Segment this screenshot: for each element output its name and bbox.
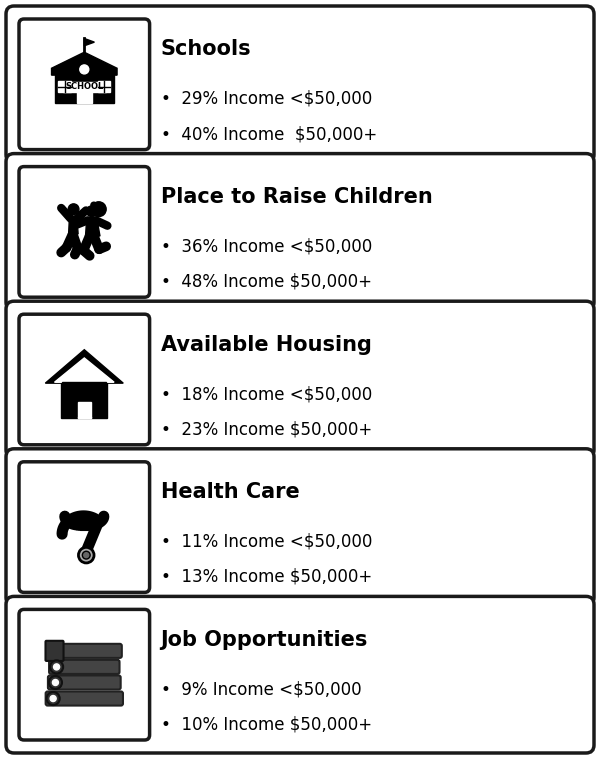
Polygon shape	[58, 81, 71, 93]
FancyBboxPatch shape	[63, 81, 106, 92]
Polygon shape	[61, 383, 107, 418]
Text: Health Care: Health Care	[161, 482, 299, 502]
FancyBboxPatch shape	[6, 301, 594, 458]
Circle shape	[47, 692, 59, 705]
Circle shape	[50, 695, 56, 701]
Polygon shape	[78, 64, 91, 75]
Polygon shape	[55, 75, 114, 102]
Polygon shape	[55, 358, 114, 383]
FancyBboxPatch shape	[19, 609, 149, 740]
Circle shape	[53, 664, 59, 670]
Polygon shape	[52, 52, 117, 75]
Text: Place to Raise Children: Place to Raise Children	[161, 187, 433, 207]
Circle shape	[50, 660, 63, 673]
Polygon shape	[78, 402, 91, 418]
Circle shape	[68, 204, 79, 215]
Text: •  9% Income <$50,000: • 9% Income <$50,000	[161, 680, 361, 698]
Polygon shape	[56, 359, 113, 382]
FancyBboxPatch shape	[46, 641, 64, 661]
Circle shape	[80, 65, 89, 74]
FancyBboxPatch shape	[47, 644, 122, 658]
Circle shape	[91, 202, 97, 208]
FancyBboxPatch shape	[19, 314, 149, 445]
Polygon shape	[77, 89, 92, 102]
Polygon shape	[86, 218, 100, 236]
Circle shape	[79, 547, 94, 563]
Circle shape	[82, 551, 90, 559]
FancyBboxPatch shape	[6, 597, 594, 753]
FancyBboxPatch shape	[19, 166, 149, 298]
FancyBboxPatch shape	[46, 691, 123, 706]
FancyBboxPatch shape	[19, 461, 149, 593]
FancyBboxPatch shape	[6, 6, 594, 162]
Circle shape	[49, 676, 62, 689]
Text: •  13% Income $50,000+: • 13% Income $50,000+	[161, 568, 372, 586]
Text: •  11% Income <$50,000: • 11% Income <$50,000	[161, 533, 372, 551]
Text: Job Opportunities: Job Opportunities	[161, 630, 368, 650]
Circle shape	[86, 206, 97, 216]
Text: Available Housing: Available Housing	[161, 335, 371, 354]
Text: SCHOOL: SCHOOL	[65, 82, 103, 91]
Text: •  29% Income <$50,000: • 29% Income <$50,000	[161, 90, 372, 108]
FancyBboxPatch shape	[19, 19, 149, 150]
FancyBboxPatch shape	[6, 153, 594, 310]
Polygon shape	[78, 402, 91, 418]
Circle shape	[52, 679, 58, 685]
Circle shape	[91, 202, 106, 216]
FancyBboxPatch shape	[49, 660, 119, 674]
Text: •  23% Income $50,000+: • 23% Income $50,000+	[161, 420, 372, 438]
Text: •  10% Income $50,000+: • 10% Income $50,000+	[161, 716, 372, 733]
FancyBboxPatch shape	[48, 676, 121, 689]
Polygon shape	[46, 350, 123, 383]
Text: •  40% Income  $50,000+: • 40% Income $50,000+	[161, 125, 377, 143]
FancyBboxPatch shape	[6, 449, 594, 606]
Text: •  18% Income <$50,000: • 18% Income <$50,000	[161, 385, 372, 403]
Text: •  48% Income $50,000+: • 48% Income $50,000+	[161, 272, 371, 291]
Polygon shape	[98, 81, 110, 93]
Text: Schools: Schools	[161, 39, 251, 59]
Polygon shape	[62, 382, 106, 417]
Polygon shape	[84, 39, 94, 46]
Wedge shape	[77, 89, 92, 96]
Text: •  36% Income <$50,000: • 36% Income <$50,000	[161, 238, 372, 256]
Polygon shape	[68, 216, 78, 234]
